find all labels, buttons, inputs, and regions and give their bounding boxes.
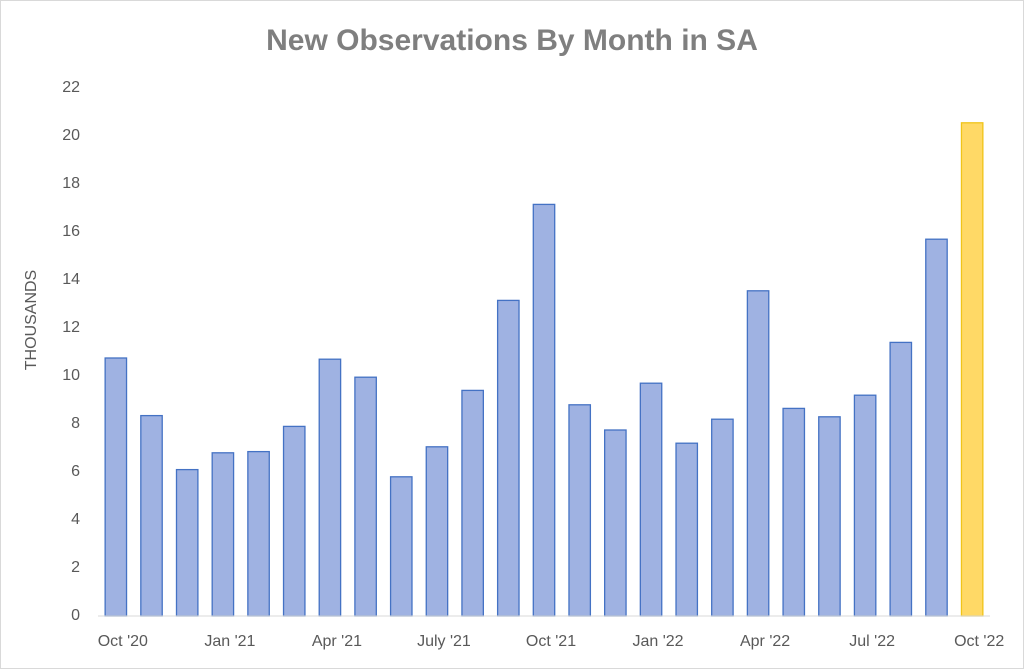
bar [104, 357, 128, 617]
bar [818, 416, 841, 617]
bar [853, 394, 877, 617]
bar [568, 404, 592, 617]
bar [675, 442, 699, 617]
y-tick-label: 22 [62, 79, 80, 96]
x-tick-label: July '21 [417, 633, 471, 650]
bar [889, 341, 913, 617]
y-tick-label: 14 [62, 271, 80, 288]
bar [604, 429, 627, 617]
x-tick-label: Apr '22 [740, 633, 790, 650]
bar [960, 122, 984, 617]
y-tick-label: 8 [71, 415, 80, 432]
y-tick-label: 4 [71, 511, 80, 528]
y-tick-label: 18 [62, 175, 80, 192]
x-tick-label: Oct '22 [954, 633, 1004, 650]
bar [461, 389, 484, 617]
y-tick-label: 10 [62, 367, 80, 384]
y-tick-label: 16 [62, 223, 80, 240]
bar [782, 407, 806, 617]
x-tick-label: Jul '22 [849, 633, 895, 650]
y-tick-label: 12 [62, 319, 80, 336]
bar [318, 358, 342, 617]
x-tick-label: Oct '21 [526, 633, 576, 650]
x-tick-label: Oct '20 [98, 633, 148, 650]
bar [247, 450, 270, 617]
bar [175, 468, 199, 617]
bar [211, 452, 235, 617]
bar [711, 418, 734, 617]
bar [746, 290, 770, 617]
bar [140, 414, 163, 617]
x-tick-label: Jan '21 [204, 633, 255, 650]
bar [925, 238, 948, 617]
y-tick-label: 2 [71, 559, 80, 576]
x-tick-label: Apr '21 [312, 633, 362, 650]
chart-title: New Observations By Month in SA [266, 24, 758, 57]
bar [354, 376, 377, 617]
y-tick-label: 0 [71, 607, 80, 624]
bar [425, 446, 449, 617]
bar [496, 299, 520, 617]
x-tick-label: Jan '22 [632, 633, 683, 650]
bar [532, 203, 556, 617]
y-tick-label: 20 [62, 127, 80, 144]
y-axis-label: THOUSANDS [23, 270, 40, 370]
bar [389, 476, 413, 617]
y-tick-label: 6 [71, 463, 80, 480]
bar [639, 382, 663, 617]
bar [282, 425, 306, 617]
